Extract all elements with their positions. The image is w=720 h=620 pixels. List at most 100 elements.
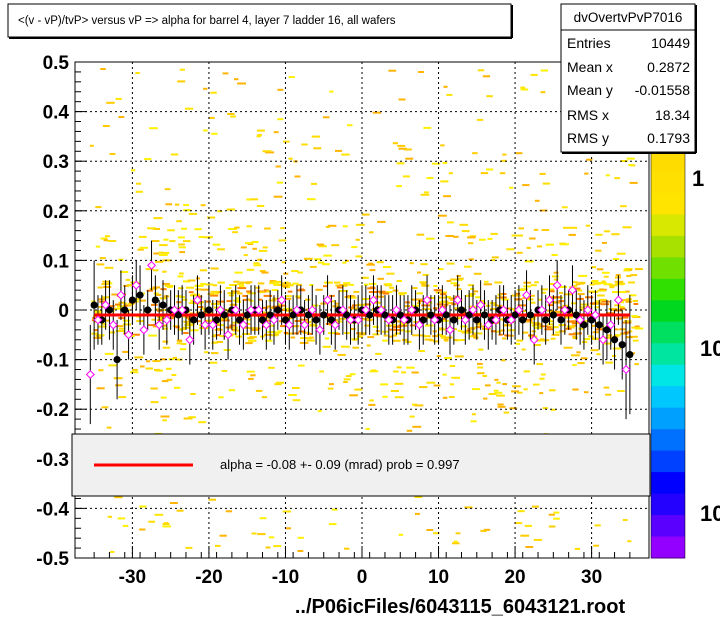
heatmap-cell <box>248 339 256 342</box>
heatmap-cell <box>382 339 388 342</box>
heatmap-cell <box>261 271 269 274</box>
heatmap-cell <box>512 385 521 388</box>
heatmap-cell <box>364 303 371 306</box>
heatmap-cell <box>497 403 504 406</box>
heatmap-cell <box>530 73 538 76</box>
heatmap-cell <box>468 258 474 261</box>
heatmap-cell <box>176 220 182 223</box>
data-point <box>312 316 320 324</box>
heatmap-cell <box>533 383 540 386</box>
heatmap-cell <box>274 383 282 386</box>
palette-swatch <box>651 386 685 409</box>
heatmap-cell <box>552 275 559 278</box>
heatmap-cell <box>288 76 295 79</box>
heatmap-cell <box>212 322 220 325</box>
heatmap-cell <box>601 280 606 283</box>
heatmap-cell <box>369 269 376 272</box>
heatmap-cell <box>595 233 603 236</box>
data-point-diamond <box>483 320 493 330</box>
data-point-diamond <box>537 305 547 315</box>
heatmap-cell <box>362 298 371 300</box>
heatmap-cell <box>544 328 554 331</box>
data-point-diamond <box>552 280 562 290</box>
heatmap-cell <box>235 335 243 338</box>
heatmap-cell <box>327 387 334 390</box>
heatmap-cell <box>160 415 170 418</box>
heatmap-cell <box>184 107 194 110</box>
heatmap-cell <box>616 252 626 255</box>
heatmap-cell <box>273 195 283 198</box>
heatmap-cell <box>107 515 112 518</box>
heatmap-cell <box>255 389 263 392</box>
heatmap-cell <box>501 159 507 162</box>
heatmap-cell <box>210 91 217 94</box>
palette-label-10-b: 10 <box>700 501 720 526</box>
data-point <box>549 311 557 319</box>
palette-swatch <box>651 515 685 538</box>
heatmap-cell <box>328 523 337 526</box>
heatmap-cell <box>262 311 269 314</box>
data-point <box>618 341 626 349</box>
heatmap-cell <box>468 242 474 245</box>
heatmap-cell <box>228 389 236 392</box>
y-tick-label: -0.2 <box>36 400 69 421</box>
heatmap-cell <box>521 348 526 351</box>
heatmap-cell <box>619 307 626 310</box>
heatmap-cell <box>423 335 428 338</box>
heatmap-cell <box>595 249 602 252</box>
heatmap-cell <box>531 321 540 324</box>
heatmap-cell <box>305 308 310 311</box>
heatmap-cell <box>509 186 514 189</box>
data-point <box>450 316 458 324</box>
heatmap-cell <box>349 295 356 298</box>
heatmap-cell <box>190 393 196 395</box>
heatmap-cell <box>555 331 561 334</box>
heatmap-cell <box>313 147 322 150</box>
heatmap-cell <box>615 283 624 286</box>
heatmap-cell <box>145 367 153 370</box>
heatmap-cell <box>210 267 219 270</box>
heatmap-cell <box>337 320 343 323</box>
heatmap-cell <box>268 366 275 369</box>
heatmap-cell <box>476 118 484 121</box>
heatmap-cell <box>559 291 563 294</box>
palette-swatch <box>651 192 685 215</box>
data-point <box>557 316 565 324</box>
heatmap-cell <box>108 364 118 367</box>
heatmap-cell <box>109 331 116 334</box>
heatmap-cell <box>246 268 255 271</box>
heatmap-cell <box>616 317 623 320</box>
heatmap-cell <box>159 244 168 247</box>
heatmap-cell <box>603 275 609 278</box>
heatmap-cell <box>630 274 638 277</box>
heatmap-cell <box>571 354 580 357</box>
data-point-diamond <box>154 320 164 330</box>
heatmap-cell <box>311 135 321 138</box>
heatmap-cell <box>295 295 302 298</box>
heatmap-cell <box>549 320 554 323</box>
heatmap-cell <box>235 300 241 303</box>
heatmap-cell <box>477 69 485 72</box>
heatmap-cell <box>487 237 493 240</box>
heatmap-cell <box>617 390 625 392</box>
heatmap-cell <box>604 342 612 345</box>
heatmap-cell <box>460 330 467 333</box>
heatmap-cell <box>139 505 147 508</box>
heatmap-cell <box>382 330 389 333</box>
heatmap-cell <box>523 281 532 284</box>
heatmap-cell <box>257 258 263 261</box>
heatmap-cell <box>261 396 267 399</box>
heatmap-cell <box>183 204 189 207</box>
heatmap-cell <box>497 405 506 408</box>
heatmap-cell <box>178 287 184 290</box>
heatmap-cell <box>591 324 598 327</box>
heatmap-cell <box>182 280 191 283</box>
heatmap-cell <box>525 320 533 323</box>
heatmap-cell <box>608 308 618 310</box>
heatmap-cell <box>480 172 489 175</box>
heatmap-cell <box>354 388 363 391</box>
y-tick-label: 0.5 <box>43 53 70 74</box>
heatmap-cell <box>424 338 433 341</box>
heatmap-cell <box>464 265 472 268</box>
heatmap-cell <box>377 277 384 280</box>
